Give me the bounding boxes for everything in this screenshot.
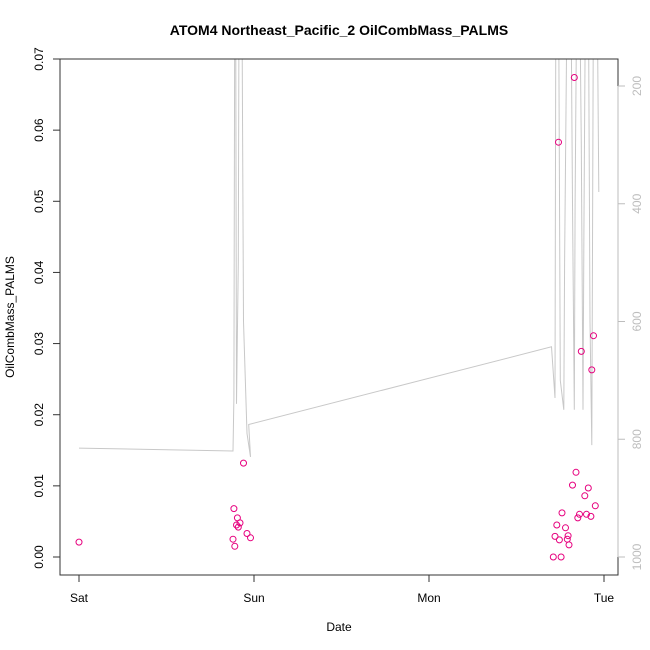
secondary-tick-label: 1000 bbox=[630, 543, 644, 570]
data-point bbox=[584, 484, 592, 492]
altitude-trace-line bbox=[78, 59, 600, 457]
data-point bbox=[75, 538, 83, 546]
y-tick-label: 0.06 bbox=[32, 118, 46, 142]
data-point bbox=[565, 541, 573, 549]
data-point bbox=[549, 553, 557, 561]
data-point bbox=[557, 553, 565, 561]
y-tick-label: 0.02 bbox=[32, 403, 46, 427]
y-tick-label: 0.07 bbox=[32, 47, 46, 71]
x-tick-label: Tue bbox=[594, 591, 615, 605]
secondary-tick-label: 400 bbox=[630, 193, 644, 213]
y-tick-label: 0.03 bbox=[32, 332, 46, 356]
data-point bbox=[230, 505, 238, 513]
data-point bbox=[555, 536, 563, 544]
y-axis-label: OilCombMass_PALMS bbox=[3, 256, 17, 378]
y-tick-label: 0.04 bbox=[32, 260, 46, 284]
data-point bbox=[570, 74, 578, 81]
data-points-layer bbox=[75, 74, 599, 561]
secondary-tick-label: 800 bbox=[630, 429, 644, 449]
data-point bbox=[588, 366, 596, 374]
data-point bbox=[236, 519, 244, 527]
data-point bbox=[247, 534, 254, 542]
data-point bbox=[551, 532, 559, 540]
y-tick-label: 0.05 bbox=[32, 189, 46, 213]
x-axis-label: Date bbox=[326, 620, 352, 634]
altitude-trace-layer bbox=[78, 59, 600, 457]
x-tick-label: Sun bbox=[243, 591, 264, 605]
data-point bbox=[569, 481, 576, 489]
data-point bbox=[243, 530, 251, 537]
chart-title: ATOM4 Northeast_Pacific_2 OilCombMass_PA… bbox=[170, 22, 508, 38]
axes-layer: Sat Sun Mon Tue 0.00 0.01 0.02 0.03 0.04 0.05 0.06… bbox=[32, 47, 644, 605]
data-point bbox=[564, 532, 572, 540]
data-point bbox=[591, 502, 599, 510]
data-point bbox=[555, 138, 562, 146]
y-tick-label: 0.01 bbox=[32, 474, 46, 498]
data-point bbox=[581, 492, 589, 500]
data-point bbox=[590, 332, 597, 340]
data-point bbox=[229, 535, 237, 543]
data-point bbox=[562, 524, 569, 532]
x-tick-label: Sat bbox=[70, 591, 89, 605]
data-point bbox=[576, 510, 583, 518]
data-point bbox=[240, 459, 247, 467]
data-point bbox=[572, 468, 580, 476]
data-point bbox=[233, 521, 240, 529]
data-point bbox=[583, 510, 590, 518]
data-point bbox=[231, 542, 239, 550]
data-point bbox=[577, 347, 585, 355]
data-point bbox=[574, 514, 582, 522]
data-point bbox=[558, 509, 566, 517]
y-tick-label: 0.00 bbox=[32, 545, 46, 569]
data-point bbox=[234, 523, 242, 531]
secondary-tick-label: 600 bbox=[630, 311, 644, 331]
x-tick-label: Mon bbox=[417, 591, 440, 605]
secondary-tick-label: 200 bbox=[630, 76, 644, 96]
data-point bbox=[587, 512, 595, 520]
data-point bbox=[553, 521, 561, 529]
